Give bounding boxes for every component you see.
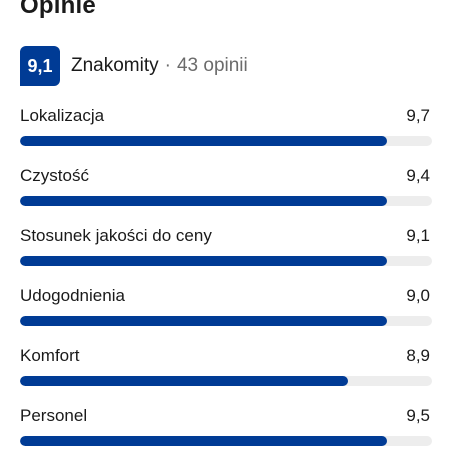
rating-bar-fill bbox=[20, 316, 387, 326]
rating-label: Stosunek jakości do ceny bbox=[20, 226, 212, 245]
rating-row-lokalizacja: Lokalizacja 9,7 bbox=[20, 104, 432, 164]
rating-value: 8,9 bbox=[406, 346, 430, 365]
rating-row-komfort: Komfort 8,9 bbox=[20, 344, 432, 404]
rating-bar-track bbox=[20, 376, 432, 386]
rating-bar-track bbox=[20, 316, 432, 326]
rating-bar-track bbox=[20, 136, 432, 146]
rating-value: 9,1 bbox=[406, 226, 430, 245]
rating-bar-track bbox=[20, 196, 432, 206]
rating-bar-fill bbox=[20, 376, 348, 386]
review-summary[interactable]: 9,1 Znakomity · 43 opinii bbox=[20, 46, 248, 86]
summary-separator: · bbox=[164, 55, 171, 76]
rating-label: Personel bbox=[20, 406, 88, 425]
rating-bar-fill bbox=[20, 136, 387, 146]
score-label: Znakomity bbox=[71, 55, 159, 76]
rating-bar-track bbox=[20, 256, 432, 266]
rating-label: Czystość bbox=[20, 166, 89, 185]
rating-bar-track bbox=[20, 436, 432, 446]
rating-value: 9,0 bbox=[406, 286, 430, 305]
review-count[interactable]: 43 opinii bbox=[176, 55, 248, 76]
rating-label: Lokalizacja bbox=[20, 106, 105, 125]
score-badge: 9,1 bbox=[20, 46, 60, 86]
rating-row-czystosc: Czystość 9,4 bbox=[20, 164, 432, 224]
rating-value: 9,7 bbox=[406, 106, 430, 125]
rating-row-personel: Personel 9,5 bbox=[20, 404, 432, 464]
rating-value: 9,4 bbox=[406, 166, 430, 185]
section-title: Opinie bbox=[20, 0, 96, 19]
rating-bar-fill bbox=[20, 436, 387, 446]
rating-row-udogodnienia: Udogodnienia 9,0 bbox=[20, 284, 432, 344]
rating-label: Udogodnienia bbox=[20, 286, 125, 305]
category-ratings-list: Lokalizacja 9,7 Czystość 9,4 Stosunek ja… bbox=[20, 104, 432, 464]
rating-bar-fill bbox=[20, 256, 387, 266]
rating-row-stosunek-jakosci-do-ceny: Stosunek jakości do ceny 9,1 bbox=[20, 224, 432, 284]
rating-label: Komfort bbox=[20, 346, 80, 365]
rating-bar-fill bbox=[20, 196, 387, 206]
rating-value: 9,5 bbox=[406, 406, 430, 425]
